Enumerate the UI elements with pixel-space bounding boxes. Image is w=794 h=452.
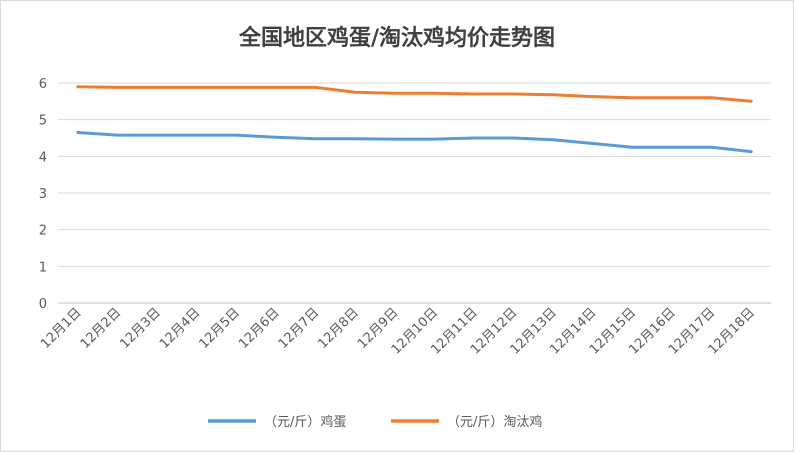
y-tick-label: 2 [39,224,47,239]
x-tick-label: 12月8日 [315,305,362,352]
x-tick-label: 12月6日 [236,305,283,352]
y-tick-label: 0 [39,297,47,312]
legend-label: （元/斤）淘汰鸡 [447,414,542,430]
cull-hen-price-line [76,85,753,103]
legend: （元/斤）鸡蛋 （元/斤）淘汰鸡 [208,414,542,430]
y-tick-label: 1 [39,260,47,275]
y-tick-label: 5 [39,114,47,129]
series-lines [76,85,753,154]
x-axis-ticks: 12月1日12月2日12月3日12月4日12月5日12月6日12月7日12月8日… [38,305,758,357]
x-tick-label: 12月5日 [197,305,244,352]
x-tick-label: 12月2日 [78,305,125,352]
y-tick-label: 4 [39,150,47,165]
egg-price-line [76,131,753,154]
y-axis-ticks: 0 1 2 3 4 5 6 [39,77,47,312]
gridlines [58,82,771,304]
legend-label: （元/斤）鸡蛋 [264,414,346,430]
y-tick-label: 3 [39,187,47,202]
x-tick-label: 12月4日 [157,305,204,352]
x-tick-label: 12月3日 [117,305,164,352]
chart-title: 全国地区鸡蛋/淘汰鸡均价走势图 [238,25,555,51]
x-tick-label: 12月1日 [38,305,85,352]
x-tick-label: 12月7日 [276,305,323,352]
y-tick-label: 6 [39,77,47,92]
